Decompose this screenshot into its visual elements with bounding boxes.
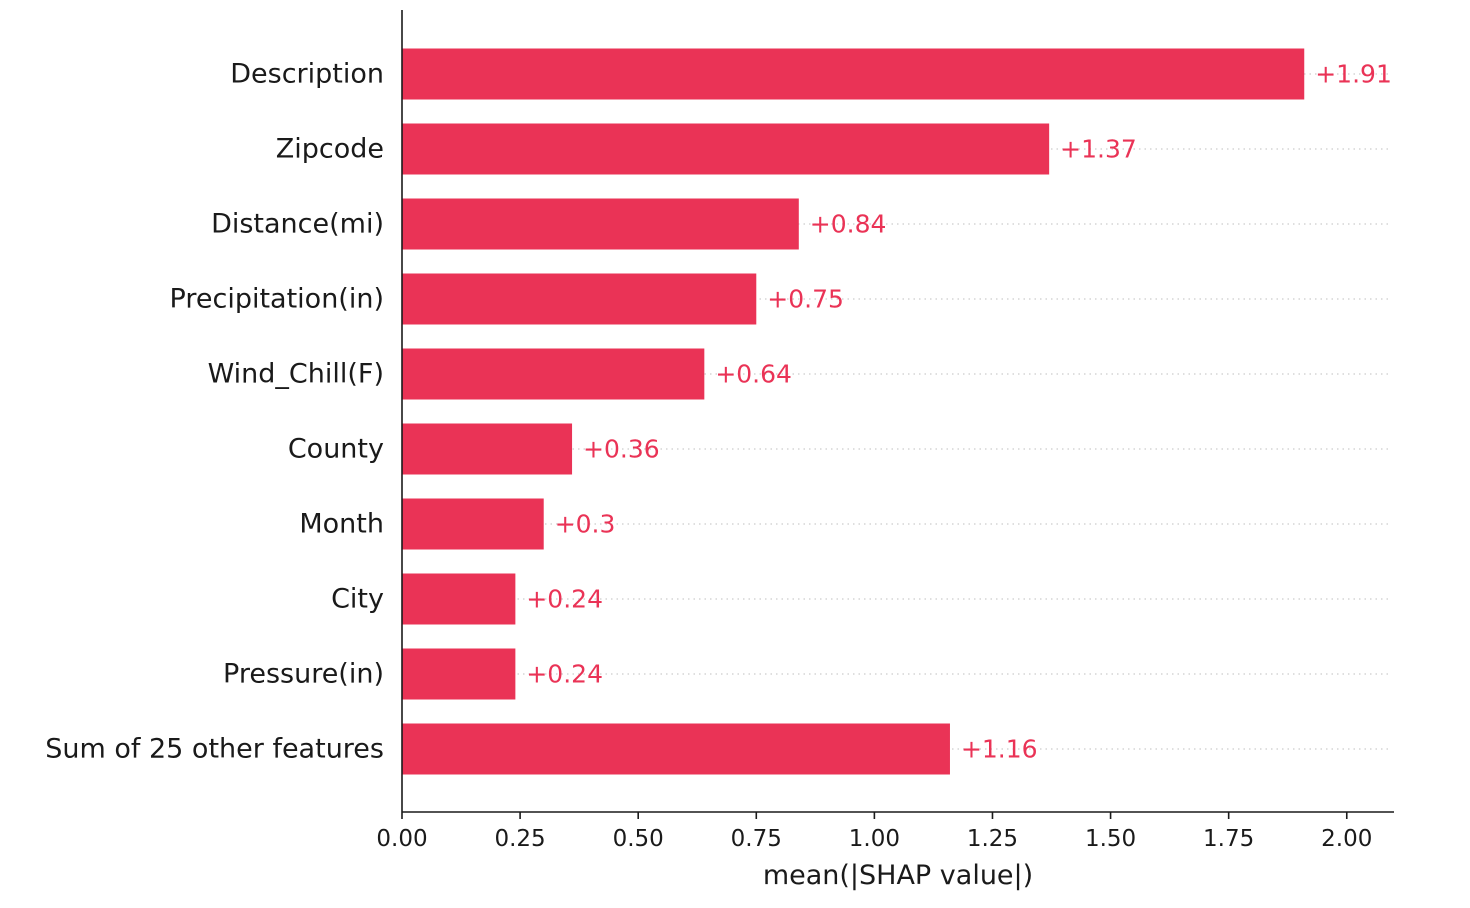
x-tick-label: 0.75 (731, 826, 782, 852)
value-label: +0.24 (526, 585, 603, 614)
bar (402, 648, 516, 700)
value-label: +1.16 (961, 735, 1038, 764)
bars-group (402, 48, 1305, 775)
feature-label: City (331, 584, 384, 615)
bar (402, 348, 705, 400)
bar (402, 573, 516, 625)
bar (402, 273, 757, 325)
feature-label: Month (299, 509, 384, 540)
x-tick-label: 1.75 (1203, 826, 1254, 852)
value-label: +0.3 (555, 510, 616, 539)
value-label: +0.64 (715, 360, 792, 389)
value-label: +0.75 (767, 285, 844, 314)
bar (402, 498, 544, 550)
x-axis-label: mean(|SHAP value|) (763, 860, 1033, 891)
feature-label: Precipitation(in) (170, 284, 384, 315)
bar (402, 723, 950, 775)
x-tick-label: 1.25 (967, 826, 1018, 852)
x-tick-label: 2.00 (1321, 826, 1372, 852)
value-label: +0.84 (810, 210, 887, 239)
row-guides (402, 73, 1390, 750)
feature-labels-group: Description Zipcode Distance(mi) Precipitat… (45, 59, 384, 765)
x-tick-label: 0.00 (376, 826, 427, 852)
x-tick-label: 0.50 (613, 826, 664, 852)
bar (402, 123, 1050, 175)
feature-label: Wind_Chill(F) (208, 359, 384, 390)
value-label: +1.37 (1060, 135, 1137, 164)
feature-label: Pressure(in) (223, 659, 384, 690)
value-labels-group: +1.91 +1.37 +0.84 +0.75 +0.64 +0.36 +0.3 +0.24 +… (526, 60, 1392, 764)
x-ticks-group: 0.00 0.25 0.50 0.75 1.00 1.25 1.50 1.75 2.00 (376, 812, 1372, 852)
bar (402, 48, 1305, 100)
feature-label: County (288, 434, 384, 465)
value-label: +0.36 (583, 435, 660, 464)
feature-label: Distance(mi) (211, 209, 384, 240)
feature-label: Zipcode (276, 134, 384, 165)
x-tick-label: 1.00 (849, 826, 900, 852)
bar (402, 198, 799, 250)
bar (402, 423, 573, 475)
x-tick-label: 0.25 (494, 826, 545, 852)
x-tick-label: 1.50 (1085, 826, 1136, 852)
value-label: +0.24 (526, 660, 603, 689)
feature-label: Description (230, 59, 384, 90)
value-label: +1.91 (1315, 60, 1392, 89)
feature-label: Sum of 25 other features (45, 734, 384, 765)
